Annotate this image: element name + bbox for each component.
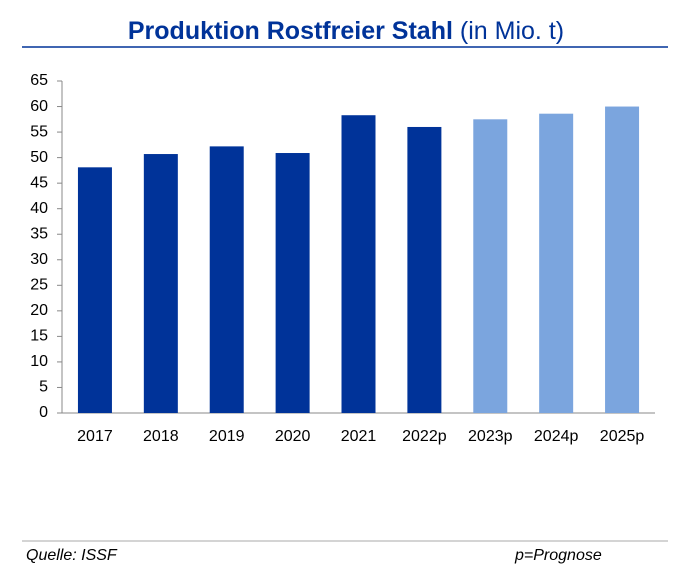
bar: [539, 113, 574, 413]
y-tick-label: 25: [30, 277, 48, 294]
x-tick-label: 2022p: [402, 428, 447, 445]
title-unit: (in Mio. t): [460, 17, 564, 45]
bar: [473, 119, 508, 414]
x-tick-label: 2019: [209, 428, 245, 445]
source: Quelle: ISSF: [26, 547, 118, 564]
note: p=Prognose: [514, 547, 602, 564]
y-tick-label: 45: [30, 174, 48, 191]
bar: [275, 153, 310, 413]
x-tick-label: 2025p: [600, 428, 645, 445]
bar: [341, 115, 376, 414]
x-tick-label: 2017: [77, 428, 113, 445]
y-tick-label: 20: [30, 302, 48, 319]
bar: [143, 154, 178, 414]
bar: [605, 106, 640, 414]
x-tick-label: 2023p: [468, 428, 513, 445]
y-tick-label: 60: [30, 98, 48, 115]
y-tick-label: 5: [39, 379, 48, 396]
y-tick-label: 35: [30, 225, 48, 242]
y-tick-label: 50: [30, 149, 48, 166]
chart-title: Produktion Rostfreier Stahl (in Mio. t): [128, 17, 564, 45]
y-tick-label: 30: [30, 251, 48, 268]
bar: [77, 167, 112, 413]
x-tick-label: 2018: [143, 428, 179, 445]
y-tick-label: 10: [30, 353, 48, 370]
x-tick-label: 2021: [341, 428, 377, 445]
x-tick-label: 2024p: [534, 428, 579, 445]
bar: [209, 146, 244, 413]
y-tick-label: 0: [39, 404, 48, 421]
bar: [407, 126, 442, 413]
title-main: Produktion Rostfreier Stahl: [128, 17, 453, 45]
y-tick-label: 55: [30, 123, 48, 140]
y-tick-label: 15: [30, 328, 48, 345]
x-tick-label: 2020: [275, 428, 311, 445]
y-tick-label: 65: [30, 72, 48, 89]
y-tick-label: 40: [30, 200, 48, 217]
